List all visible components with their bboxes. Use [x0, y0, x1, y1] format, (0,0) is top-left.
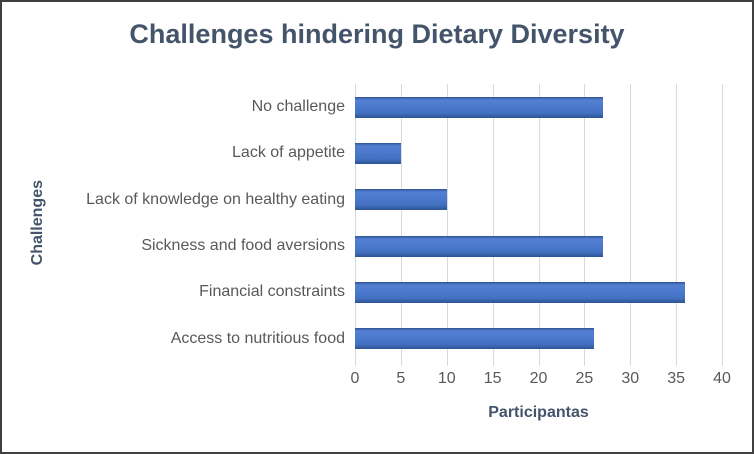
gridline-x-15: [492, 84, 494, 366]
gridline-x-20: [538, 84, 540, 366]
x-tick-label-10: 10: [437, 370, 456, 387]
chart-title: Challenges hindering Dietary Diversity: [129, 19, 625, 49]
gridline-x-10: [446, 84, 448, 366]
x-tick-label-20: 20: [529, 370, 548, 387]
x-axis-title: Participantas: [488, 404, 589, 421]
y-axis-title: Challenges: [26, 84, 50, 362]
x-tick-label-0: 0: [350, 370, 360, 387]
x-axis-tick-labels: 0 5 10 15 20 25 30 35 40: [351, 370, 731, 390]
x-tick-label-40: 40: [713, 370, 731, 387]
category-label-0: No challenge: [251, 98, 345, 116]
x-tick-label-35: 35: [667, 370, 686, 387]
x-tick-label-5: 5: [396, 370, 406, 387]
x-tick-label-15: 15: [483, 370, 502, 387]
bar-2: [355, 189, 447, 211]
category-label-5: Access to nutritious food: [170, 329, 345, 347]
bar-5: [355, 328, 594, 350]
plot-area: [355, 84, 723, 366]
gridline-x-35: [676, 84, 678, 366]
gridline-x-30: [630, 84, 632, 366]
gridline-x-40: [722, 84, 723, 366]
x-tick-label-25: 25: [575, 370, 594, 387]
category-axis-labels: No challenge Lack of appetite Lack of know…: [54, 84, 345, 362]
gridline-x-25: [584, 84, 586, 366]
bar-3: [355, 235, 603, 257]
category-label-3: Sickness and food aversions: [141, 237, 345, 255]
gridline-x-0: [355, 84, 356, 366]
category-label-1: Lack of appetite: [232, 144, 345, 162]
bar-0: [355, 96, 603, 118]
gridline-x-5: [400, 84, 402, 366]
category-label-4: Financial constraints: [199, 283, 345, 301]
y-axis-title-text: Challenges: [29, 180, 46, 266]
category-label-2: Lack of knowledge on healthy eating: [86, 190, 345, 208]
bar-1: [355, 143, 401, 164]
x-tick-label-30: 30: [621, 370, 640, 387]
bar-4: [355, 282, 686, 303]
